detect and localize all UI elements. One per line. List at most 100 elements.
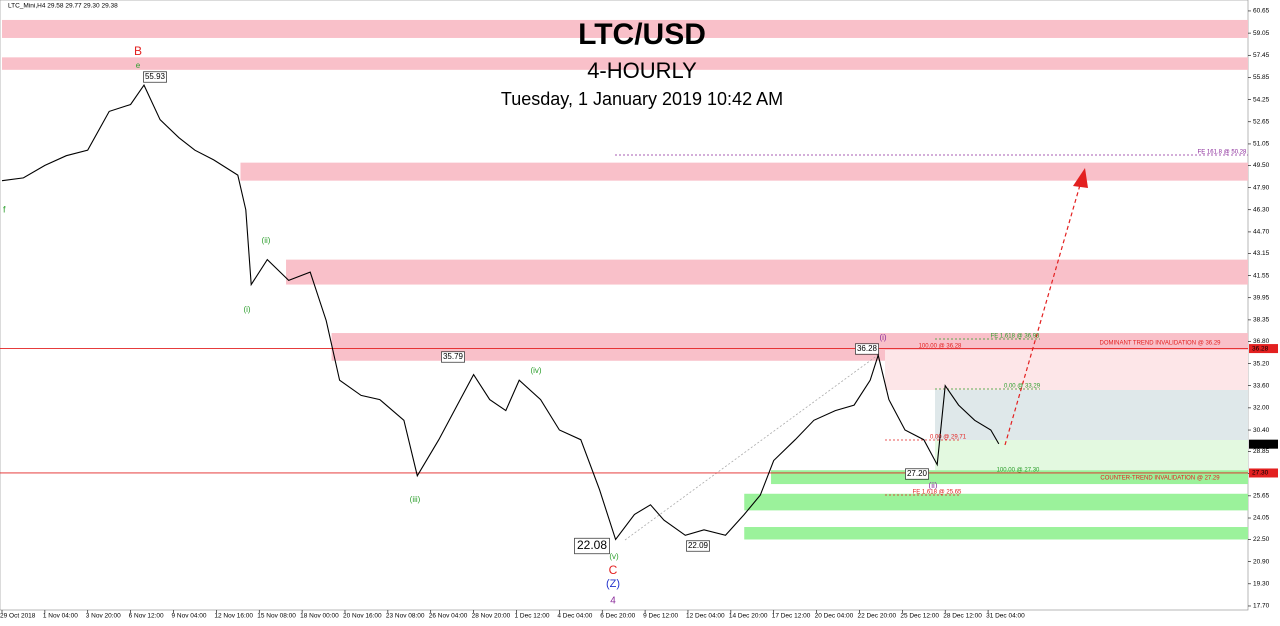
x-tick-label: 29 Oct 2018 bbox=[0, 613, 36, 620]
price-tag-label: 27.30 bbox=[1252, 470, 1269, 477]
x-tick-label: 28 Nov 20:00 bbox=[472, 613, 511, 620]
annotation: (i) bbox=[243, 305, 250, 314]
zone bbox=[286, 259, 1248, 285]
annotation: FE 1.618 @ 25.65 bbox=[913, 490, 962, 496]
x-tick-label: 25 Dec 12:00 bbox=[900, 613, 939, 620]
annotation: 55.93 bbox=[145, 72, 166, 81]
x-tick-label: 15 Nov 08:00 bbox=[257, 613, 296, 620]
y-tick-label: 38.35 bbox=[1253, 317, 1270, 324]
x-tick-label: 31 Dec 04:00 bbox=[986, 613, 1025, 620]
x-tick-label: 18 Nov 00:00 bbox=[300, 613, 339, 620]
annotation: 36.28 bbox=[857, 344, 878, 353]
y-tick-label: 41.55 bbox=[1253, 272, 1270, 279]
y-tick-label: 49.50 bbox=[1253, 162, 1270, 169]
annotation: FE 161.8 @ 50.28 bbox=[1198, 150, 1247, 156]
y-tick-label: 35.20 bbox=[1253, 360, 1270, 367]
annotation: FE 1.618 @ 36.93 bbox=[991, 334, 1040, 340]
y-tick-label: 25.65 bbox=[1253, 493, 1270, 500]
annotation: 0.00 @ 33.29 bbox=[1004, 384, 1041, 390]
price-tag-label: 36.28 bbox=[1252, 345, 1269, 352]
projection-arrow bbox=[1004, 184, 1081, 446]
y-tick-label: 19.30 bbox=[1253, 581, 1270, 588]
target-box bbox=[885, 350, 1248, 390]
y-tick-label: 57.45 bbox=[1253, 52, 1270, 59]
zones bbox=[2, 19, 1249, 540]
x-tick-label: 9 Dec 12:00 bbox=[643, 613, 678, 620]
chart-subtitle: 4-HOURLY bbox=[587, 58, 697, 83]
y-tick-label: 46.30 bbox=[1253, 206, 1270, 213]
annotation: e bbox=[136, 61, 141, 70]
y-tick-label: 43.15 bbox=[1253, 250, 1270, 257]
y-tick-label: 36.80 bbox=[1253, 338, 1270, 345]
annotation: (Z) bbox=[606, 578, 620, 590]
annotation: 27.20 bbox=[907, 469, 928, 478]
zone bbox=[2, 19, 1248, 38]
annotation: 0.00 @ 29.71 bbox=[930, 435, 967, 441]
price-tag bbox=[1249, 439, 1278, 449]
y-tick-label: 54.25 bbox=[1253, 96, 1270, 103]
y-tick-label: 30.40 bbox=[1253, 427, 1270, 434]
x-tick-label: 20 Dec 04:00 bbox=[815, 613, 854, 620]
annotation: 4 bbox=[610, 596, 616, 607]
y-tick-label: 51.05 bbox=[1253, 141, 1270, 148]
annotation: B bbox=[134, 44, 142, 58]
annotation: 100.00 @ 27.30 bbox=[997, 468, 1040, 474]
x-tick-label: 17 Dec 12:00 bbox=[772, 613, 811, 620]
target-box bbox=[935, 440, 1248, 470]
annotation: (ii) bbox=[929, 481, 938, 490]
label-box bbox=[905, 468, 929, 480]
x-tick-label: 12 Dec 04:00 bbox=[686, 613, 725, 620]
annotation: (iii) bbox=[410, 495, 421, 504]
label-box bbox=[143, 71, 167, 83]
annotation: f bbox=[3, 204, 6, 214]
symbol-header: LTC_Mini,H4 29.58 29.77 29.30 29.38 bbox=[8, 3, 118, 10]
x-tick-label: 12 Nov 16:00 bbox=[214, 613, 253, 620]
x-tick-label: 9 Nov 04:00 bbox=[171, 613, 206, 620]
y-tick-label: 39.95 bbox=[1253, 294, 1270, 301]
x-tick-label: 20 Nov 16:00 bbox=[343, 613, 382, 620]
x-tick-label: 28 Dec 12:00 bbox=[943, 613, 982, 620]
y-tick-label: 59.05 bbox=[1253, 30, 1270, 37]
label-box bbox=[441, 351, 465, 363]
zone bbox=[744, 493, 1248, 511]
x-tick-label: 4 Dec 04:00 bbox=[557, 613, 592, 620]
label-box bbox=[686, 540, 710, 552]
x-tick-label: 26 Nov 04:00 bbox=[429, 613, 468, 620]
annotation: COUNTER-TREND INVALIDATION @ 27.29 bbox=[1100, 476, 1220, 482]
y-tick-label: 55.85 bbox=[1253, 74, 1270, 81]
target-box bbox=[935, 390, 1248, 440]
x-tick-label: 6 Dec 20:00 bbox=[600, 613, 635, 620]
y-tick-label: 47.90 bbox=[1253, 184, 1270, 191]
x-tick-label: 22 Dec 20:00 bbox=[857, 613, 896, 620]
price-tag-label: 29.38 bbox=[1252, 441, 1269, 448]
y-tick-label: 33.60 bbox=[1253, 382, 1270, 389]
y-tick-label: 20.90 bbox=[1253, 558, 1270, 565]
annotation: DOMINANT TREND INVALIDATION @ 36.29 bbox=[1099, 341, 1221, 347]
price-tag bbox=[1249, 468, 1278, 478]
annotation: 35.79 bbox=[443, 352, 464, 361]
y-tick-label: 60.65 bbox=[1253, 8, 1270, 15]
label-box bbox=[855, 343, 879, 355]
price-layer: Be 55.93 f (ii) (i) 35.79 (iv) (iii) 22.08(v) C(Z… bbox=[0, 44, 1248, 607]
y-tick-label: 24.05 bbox=[1253, 515, 1270, 522]
x-tick-label: 14 Dec 20:00 bbox=[729, 613, 768, 620]
annotation: 22.08 bbox=[577, 538, 607, 552]
arrow-head bbox=[1073, 168, 1088, 188]
price-line bbox=[1, 83, 1000, 541]
x-tick-label: 23 Nov 08:00 bbox=[386, 613, 425, 620]
x-tick-label: 1 Nov 04:00 bbox=[43, 613, 78, 620]
chart-title: LTC/USD bbox=[578, 18, 706, 51]
x-tick-label: 6 Nov 12:00 bbox=[129, 613, 164, 620]
annotation: 22.09 bbox=[688, 541, 709, 550]
zone bbox=[771, 470, 1248, 485]
y-tick-label: 32.00 bbox=[1253, 405, 1270, 412]
trend-line bbox=[624, 354, 879, 541]
y-tick-label: 22.50 bbox=[1253, 536, 1270, 543]
zone bbox=[744, 527, 1248, 540]
chart-date: Tuesday, 1 January 2019 10:42 AM bbox=[501, 89, 783, 109]
label-box bbox=[574, 537, 610, 555]
annotation: (i) bbox=[879, 333, 886, 342]
annotation: C bbox=[609, 563, 618, 577]
zone bbox=[2, 57, 1248, 70]
